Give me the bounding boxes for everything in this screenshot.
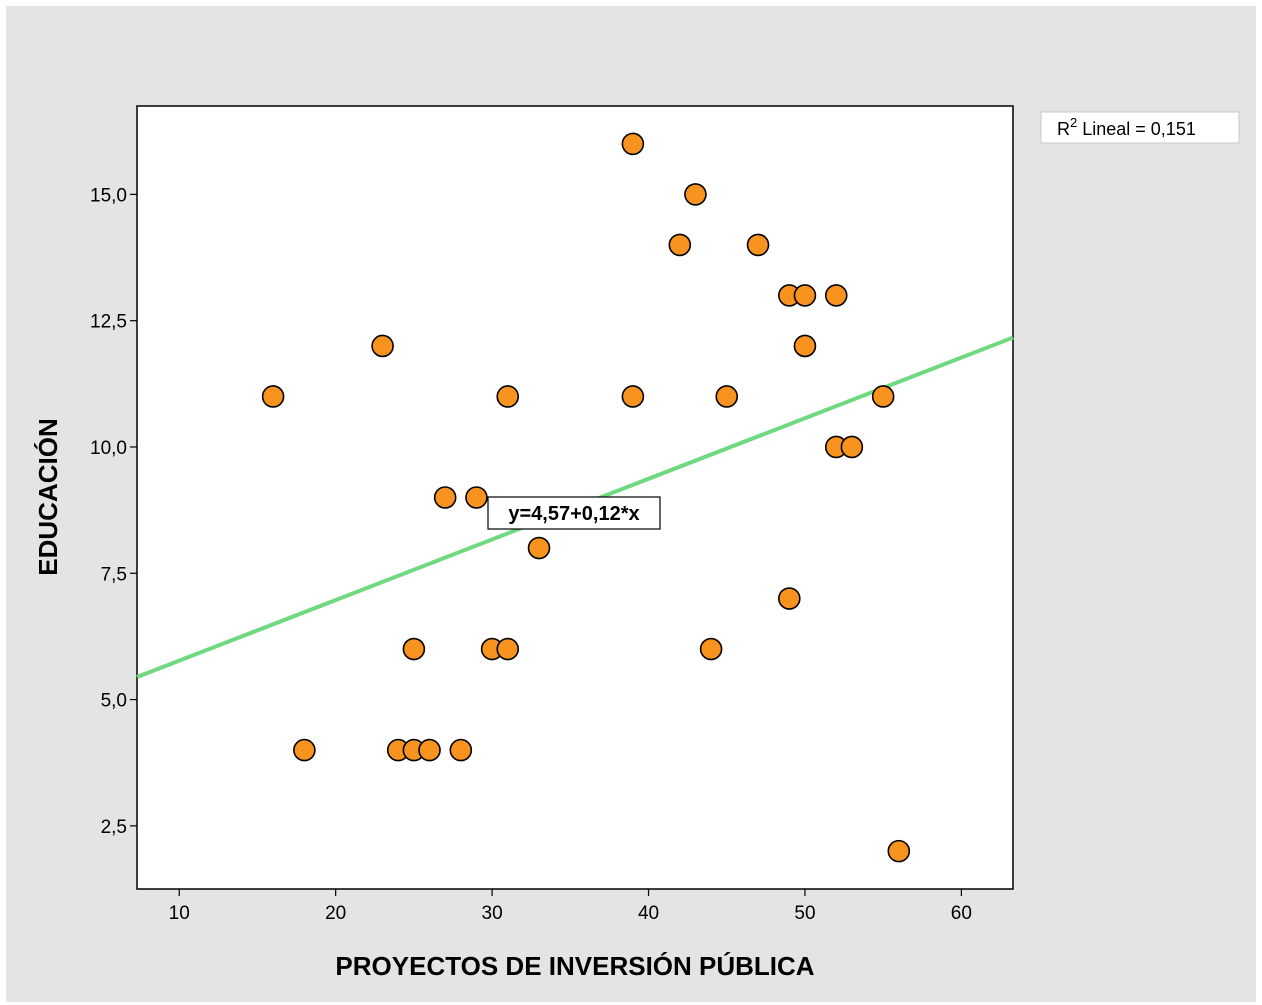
data-point	[887, 839, 911, 863]
y-axis: 2,5 5,0 7,5 10,0 12,5 15,0	[90, 185, 137, 838]
data-point	[699, 637, 723, 661]
legend-r2-text: Lineal = 0,151	[1077, 119, 1196, 139]
points-layer	[261, 132, 911, 863]
x-tick-label: 60	[951, 903, 972, 924]
x-tick-label: 10	[169, 903, 190, 924]
equation-label-box	[487, 496, 661, 530]
y-tick-label: 7,5	[101, 564, 127, 585]
x-tick-label: 20	[325, 903, 346, 924]
data-point	[824, 284, 848, 307]
legend-r2-exponent: 2	[1070, 115, 1077, 130]
data-point	[746, 233, 770, 257]
legend-box	[1040, 111, 1240, 144]
data-point	[840, 435, 864, 459]
data-point	[871, 385, 895, 408]
data-point	[527, 536, 551, 560]
x-tick-label: 30	[482, 903, 503, 924]
data-point	[793, 334, 817, 358]
data-point	[402, 637, 426, 661]
y-tick-label: 15,0	[90, 185, 127, 206]
data-point	[715, 385, 739, 408]
y-tick-label: 2,5	[101, 817, 127, 838]
data-point	[778, 587, 801, 610]
data-point	[293, 738, 316, 762]
y-tick-label: 5,0	[101, 691, 127, 712]
data-point	[684, 183, 707, 206]
x-axis-title: PROYECTOS DE INVERSIÓN PÚBLICA	[335, 951, 814, 981]
legend-text: R2 Lineal = 0,151	[1057, 115, 1196, 139]
equation-label: y=4,57+0,12*x	[487, 496, 661, 530]
data-point	[418, 738, 441, 762]
y-axis-title: EDUCACIÓN	[33, 418, 63, 575]
y-tick-label: 10,0	[90, 438, 127, 459]
data-point	[496, 637, 520, 661]
data-point	[793, 284, 817, 307]
data-point	[433, 486, 457, 509]
y-tick-label: 12,5	[90, 312, 127, 333]
data-point	[621, 385, 645, 408]
data-point	[465, 486, 488, 509]
data-point	[496, 385, 520, 408]
legend: R2 Lineal = 0,151	[1040, 111, 1240, 144]
data-point	[261, 385, 285, 408]
data-point	[371, 334, 394, 358]
legend-r2-prefix: R	[1057, 119, 1070, 139]
data-point	[449, 738, 473, 762]
data-point	[668, 233, 692, 257]
equation-label-text: y=4,57+0,12*x	[508, 503, 639, 525]
x-axis: 10 20 30 40 50 60	[169, 889, 972, 924]
x-tick-label: 40	[638, 903, 659, 924]
x-tick-label: 50	[794, 903, 815, 924]
data-point	[621, 132, 645, 156]
